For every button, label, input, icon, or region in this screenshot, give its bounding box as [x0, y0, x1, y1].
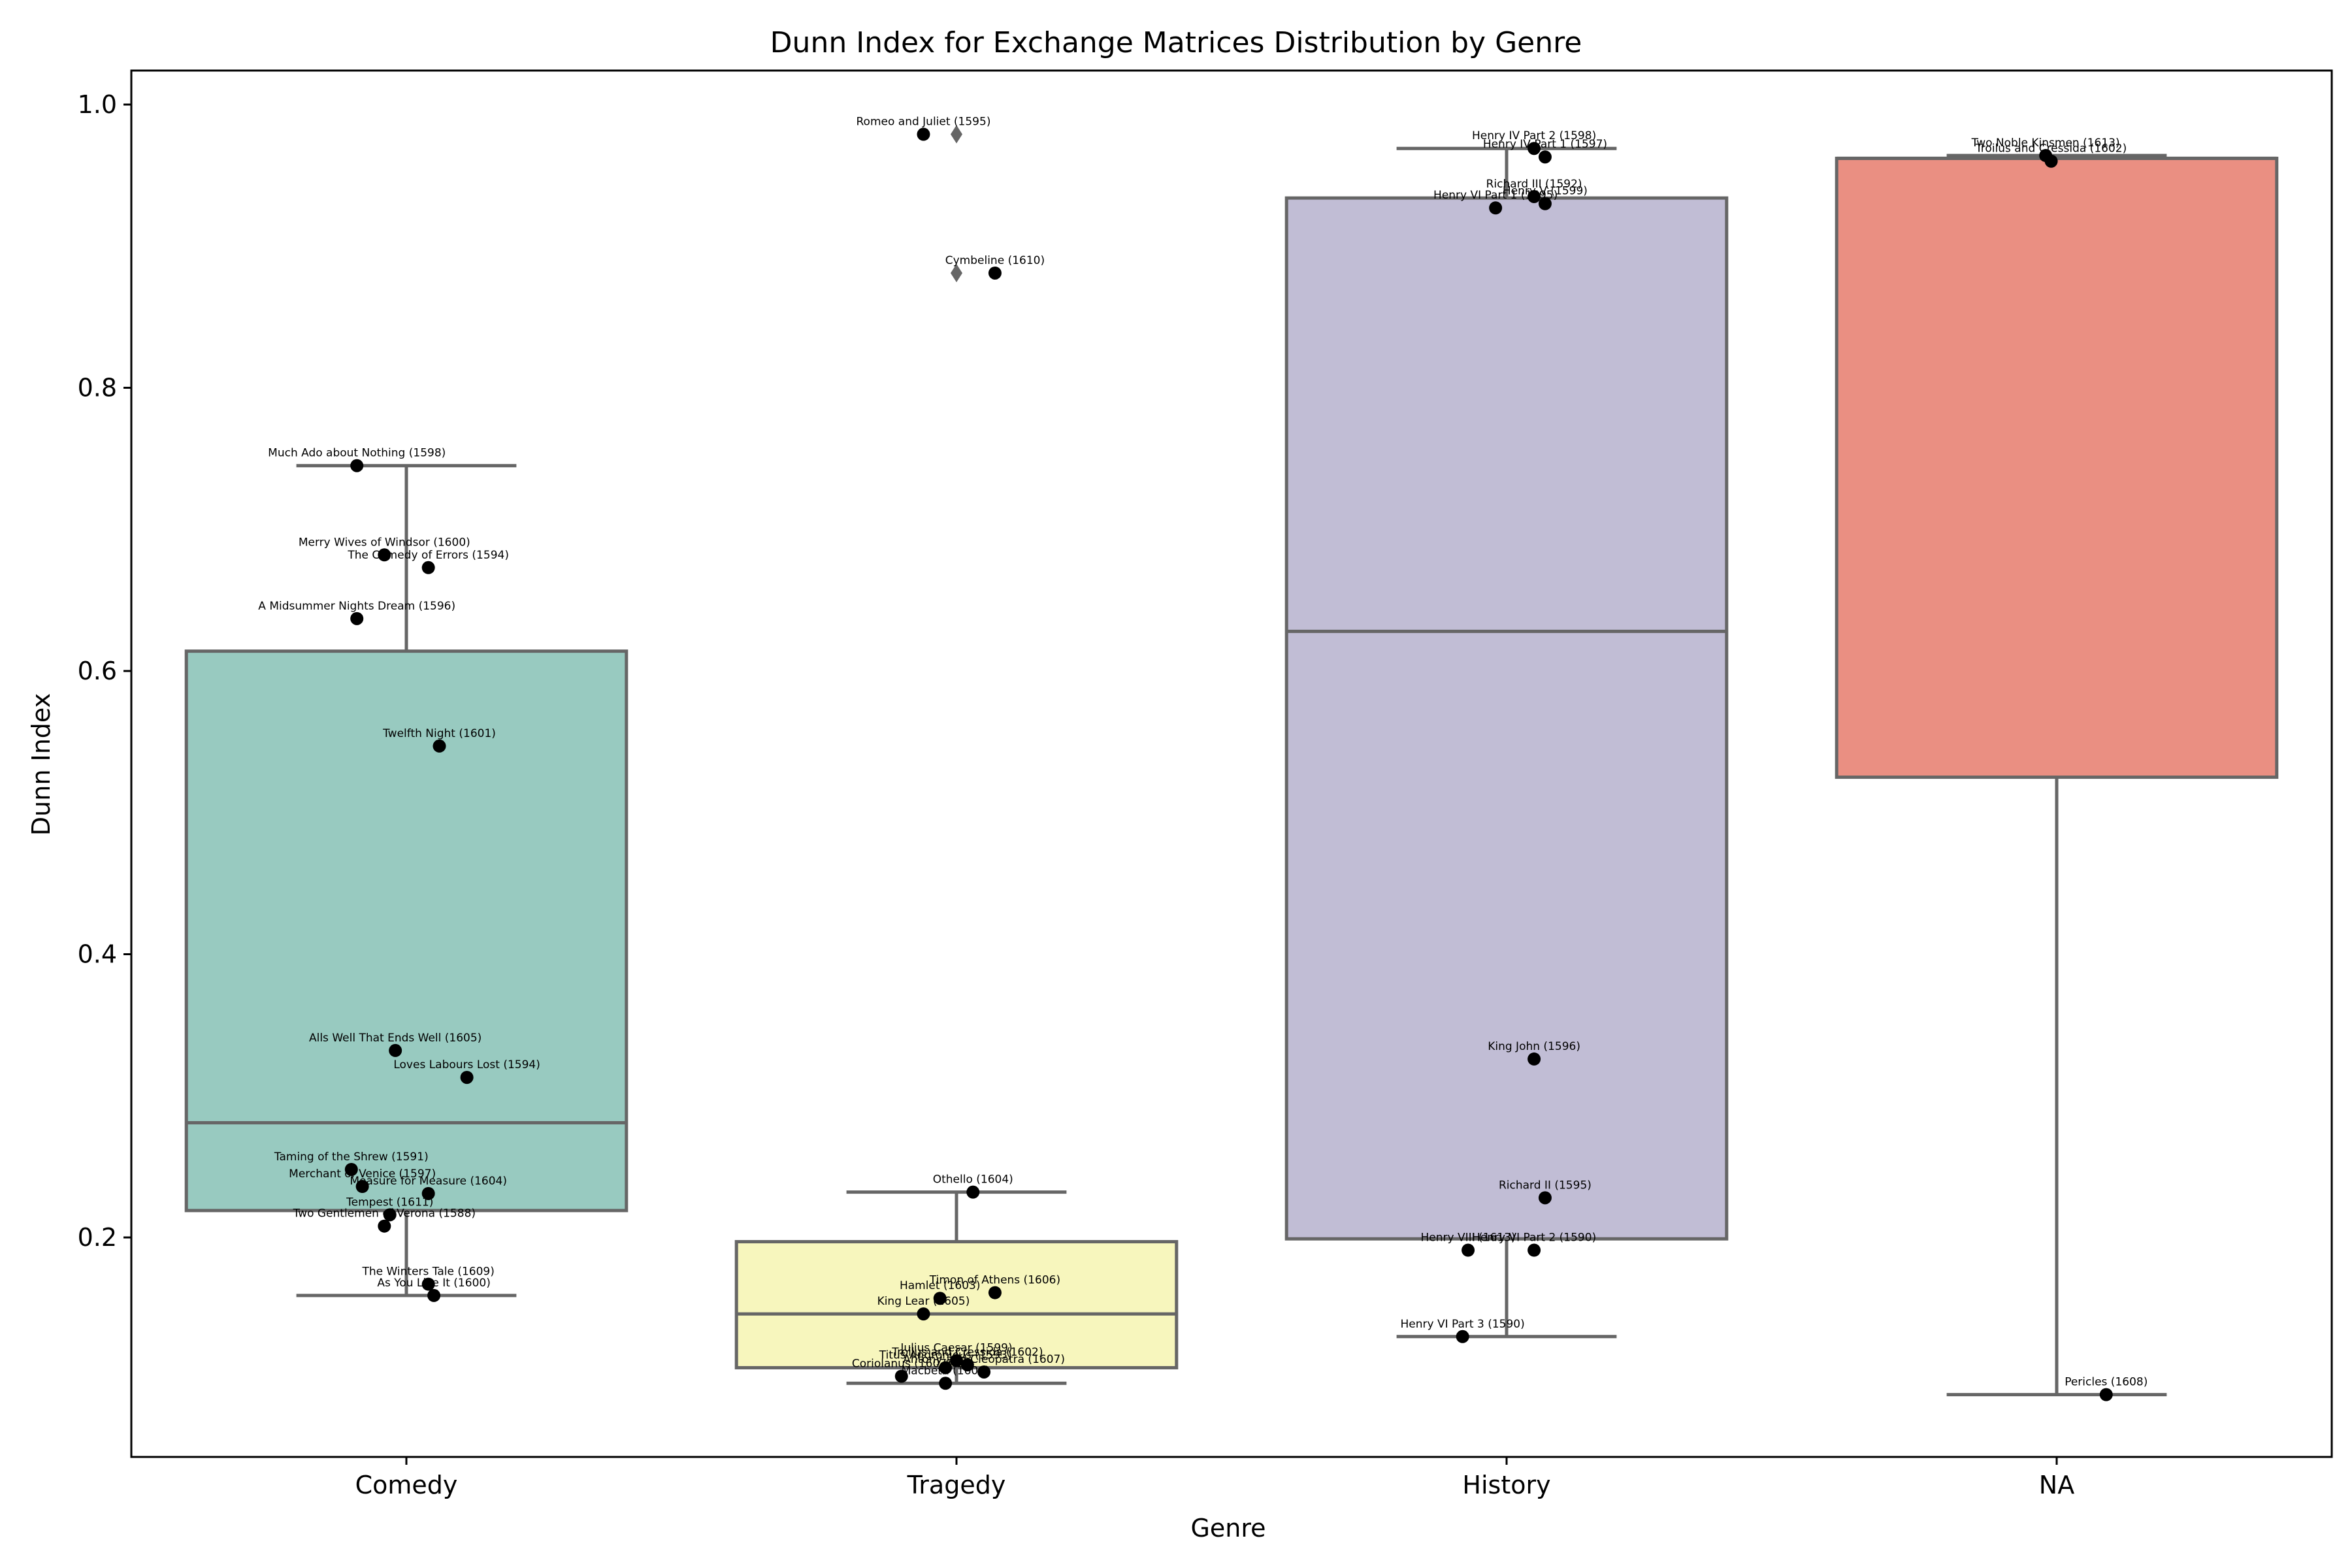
y-axis-label: Dunn Index — [27, 693, 56, 836]
data-point — [344, 1162, 358, 1176]
point-label: Henry VIII (1613) — [1421, 1232, 1516, 1245]
data-point — [917, 127, 930, 141]
data-point — [421, 1186, 435, 1200]
x-axis-label: Genre — [1190, 1514, 1266, 1543]
data-point — [988, 1286, 1002, 1299]
point-label: The Winters Tale (1609) — [361, 1266, 494, 1279]
data-point — [378, 1219, 391, 1233]
box-history — [1284, 196, 1729, 1241]
point-label: King John (1596) — [1488, 1040, 1580, 1053]
point-label: Macbeth (1606) — [902, 1364, 990, 1377]
point-label: Richard III (1592) — [1486, 178, 1582, 191]
point-label: Much Ado about Nothing (1598) — [268, 447, 446, 460]
data-point — [1462, 1243, 1475, 1257]
data-point — [1489, 201, 1503, 215]
data-point — [1538, 1191, 1552, 1205]
chart-title: Dunn Index for Exchange Matrices Distrib… — [770, 26, 1582, 59]
data-point — [389, 1043, 402, 1057]
point-label: Pericles (1608) — [2065, 1376, 2148, 1389]
point-label: Measure for Measure (1604) — [350, 1175, 507, 1188]
data-point — [894, 1369, 908, 1383]
point-label: Two Gentlemen of Verona (1588) — [293, 1207, 476, 1220]
point-label: Henry VI Part 2 (1590) — [1472, 1232, 1596, 1245]
outlier-marker-tragedy — [951, 125, 962, 144]
data-point — [378, 548, 391, 562]
point-label: Loves Labours Lost (1594) — [393, 1058, 540, 1071]
point-label: Troilus and Cressida (1602) — [891, 1346, 1043, 1359]
y-tick-label: 0.8 — [78, 374, 117, 402]
point-label: As You Like It (1600) — [377, 1277, 491, 1290]
point-label: King Lear (1605) — [877, 1295, 970, 1308]
point-label: Henry VI Part 3 (1590) — [1401, 1318, 1525, 1331]
data-point — [939, 1377, 953, 1390]
point-label: Two Noble Kinsmen (1613) — [1971, 137, 2120, 150]
data-point — [2099, 1388, 2113, 1401]
outlier-marker-tragedy — [951, 263, 962, 282]
point-label: Henry IV Part 2 (1598) — [1472, 129, 1596, 142]
data-point — [350, 612, 364, 625]
y-tick-label: 0.4 — [78, 940, 117, 969]
x-tick-label: History — [1462, 1471, 1550, 1499]
data-point — [421, 1277, 435, 1291]
data-point — [1527, 1052, 1541, 1066]
point-label: Julius Caesar (1599) — [900, 1342, 1012, 1355]
data-point — [1527, 189, 1541, 203]
data-point — [966, 1185, 980, 1199]
data-point — [1527, 1243, 1541, 1257]
point-label: Richard II (1595) — [1499, 1179, 1592, 1192]
data-point — [933, 1292, 947, 1305]
data-point — [977, 1365, 991, 1379]
box-na — [1835, 156, 2279, 779]
point-label: Coriolanus (1607) — [852, 1357, 951, 1370]
x-tick-label: Comedy — [355, 1471, 458, 1499]
point-label: Henry V (1599) — [1503, 185, 1588, 198]
data-point — [1527, 142, 1541, 155]
x-tick-label: Tragedy — [907, 1471, 1006, 1499]
data-point — [950, 1354, 963, 1367]
data-point — [1538, 197, 1552, 210]
point-label: Romeo and Juliet (1595) — [857, 116, 991, 129]
box-comedy — [184, 649, 629, 1213]
point-label: Twelfth Night (1601) — [382, 727, 496, 740]
data-point — [350, 459, 364, 472]
x-tick-label: NA — [2039, 1471, 2074, 1499]
data-point — [355, 1180, 369, 1194]
data-point — [960, 1358, 974, 1372]
y-tick-label: 0.6 — [78, 657, 117, 685]
data-point — [939, 1361, 953, 1375]
point-label: Othello (1604) — [933, 1173, 1013, 1186]
axes-frame — [130, 69, 2333, 1458]
y-tick-label: 1.0 — [78, 90, 117, 119]
point-label: Hamlet (1603) — [900, 1279, 981, 1292]
point-label: Timon of Athens (1606) — [929, 1274, 1060, 1287]
data-point — [421, 561, 435, 574]
point-label: Alls Well That Ends Well (1605) — [309, 1032, 482, 1045]
point-label: Henry IV Part 1 (1597) — [1483, 138, 1607, 151]
point-label: Henry VI Part 1 (1595) — [1433, 189, 1558, 202]
box-tragedy — [734, 1240, 1179, 1369]
data-point — [917, 1307, 930, 1321]
data-point — [988, 266, 1002, 280]
data-point — [2044, 154, 2058, 168]
point-label: A Midsummer Nights Dream (1596) — [258, 600, 455, 613]
point-label: Antony and Cleopatra (1607) — [903, 1353, 1065, 1366]
point-label: Tempest (1611) — [346, 1196, 433, 1209]
data-point — [433, 739, 446, 753]
data-point — [1538, 150, 1552, 164]
point-label: Taming of the Shrew (1591) — [274, 1151, 429, 1164]
point-label: Troilus and Cressida (1602) — [1975, 142, 2127, 155]
data-point — [427, 1288, 441, 1302]
plot-area: Much Ado about Nothing (1598) Merry Wives… — [78, 69, 2333, 1499]
data-point — [383, 1208, 397, 1222]
data-point — [1456, 1330, 1469, 1343]
y-tick-label: 0.2 — [78, 1223, 117, 1252]
point-label: Merry Wives of Windsor (1600) — [299, 536, 470, 549]
point-label: Merchant of Venice (1597) — [289, 1168, 436, 1181]
point-label: The Comedy of Errors (1594) — [347, 549, 509, 562]
point-label: Titus Andronicus (1593) — [879, 1348, 1012, 1362]
data-point — [460, 1071, 474, 1085]
point-label: Cymbeline (1610) — [945, 254, 1045, 267]
